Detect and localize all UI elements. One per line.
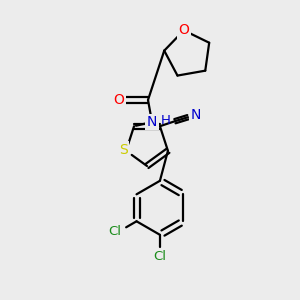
- Text: Cl: Cl: [109, 225, 122, 238]
- Text: N: N: [191, 108, 201, 122]
- Text: O: O: [178, 23, 189, 38]
- Text: H: H: [161, 115, 171, 128]
- Text: O: O: [114, 93, 124, 107]
- Text: Cl: Cl: [153, 250, 167, 263]
- Text: S: S: [119, 143, 128, 157]
- Text: N: N: [147, 115, 157, 129]
